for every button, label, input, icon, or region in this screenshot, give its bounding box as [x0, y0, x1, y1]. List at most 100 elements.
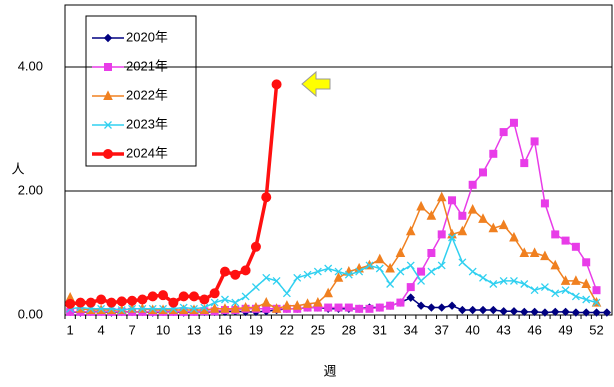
- marker: [520, 280, 529, 288]
- x-tick-label: 13: [187, 322, 201, 337]
- x-tick-label: 7: [128, 322, 135, 337]
- marker: [386, 280, 395, 288]
- y-tick-label: 4.00: [18, 58, 43, 73]
- x-tick-label: 37: [434, 322, 448, 337]
- marker: [489, 305, 498, 315]
- x-tick-label: 19: [249, 322, 263, 337]
- marker: [147, 291, 158, 302]
- x-tick-label: 31: [373, 322, 387, 337]
- marker: [313, 296, 323, 307]
- marker: [602, 308, 612, 317]
- marker: [571, 292, 580, 301]
- marker: [344, 303, 353, 312]
- legend-label: 2024年: [126, 145, 168, 160]
- marker: [190, 304, 198, 313]
- marker: [396, 298, 405, 307]
- marker: [540, 250, 550, 261]
- marker: [406, 261, 415, 270]
- series-line: [70, 121, 598, 313]
- marker: [375, 264, 384, 273]
- marker: [571, 242, 580, 251]
- marker: [468, 267, 477, 276]
- marker: [405, 225, 416, 236]
- legend-label: 2023年: [126, 116, 168, 131]
- marker: [85, 297, 96, 308]
- marker: [457, 225, 468, 236]
- y-tick-label: 2.00: [18, 182, 43, 197]
- marker: [520, 307, 529, 317]
- marker: [540, 308, 550, 317]
- marker: [334, 267, 343, 276]
- marker: [489, 149, 498, 158]
- x-tick-label: 16: [218, 322, 232, 337]
- marker: [417, 267, 426, 276]
- marker: [437, 303, 446, 312]
- marker: [219, 266, 230, 277]
- marker: [179, 303, 188, 312]
- marker: [127, 295, 138, 306]
- marker: [199, 294, 210, 305]
- marker: [230, 303, 241, 313]
- marker: [458, 305, 467, 315]
- marker: [498, 219, 509, 230]
- marker: [104, 63, 112, 71]
- marker: [103, 33, 113, 43]
- marker: [448, 196, 457, 205]
- marker: [416, 301, 426, 310]
- marker: [581, 308, 591, 317]
- marker: [478, 305, 488, 315]
- marker: [324, 303, 333, 312]
- marker: [520, 159, 529, 168]
- marker: [261, 296, 272, 307]
- marker: [96, 294, 107, 305]
- x-tick-label: 22: [280, 322, 294, 337]
- marker: [75, 297, 86, 308]
- marker: [282, 300, 292, 310]
- marker: [221, 295, 229, 304]
- marker: [468, 305, 477, 315]
- marker: [530, 307, 539, 317]
- y-tick-label: 0.00: [18, 306, 43, 321]
- marker: [406, 293, 415, 302]
- series-line: [70, 235, 597, 311]
- x-tick-label: 46: [527, 322, 541, 337]
- arrow-annotation: [301, 70, 331, 98]
- marker: [468, 180, 477, 189]
- x-tick-label: 1: [67, 322, 74, 337]
- x-tick-label: 49: [558, 322, 572, 337]
- marker: [561, 286, 570, 295]
- x-tick-label: 25: [311, 322, 325, 337]
- marker: [458, 258, 467, 267]
- marker: [220, 303, 230, 313]
- marker: [467, 203, 478, 214]
- legend-label: 2020年: [126, 29, 168, 44]
- marker: [148, 304, 157, 313]
- marker: [293, 273, 302, 282]
- marker: [128, 304, 137, 313]
- marker: [582, 258, 591, 267]
- x-tick-label: 43: [496, 322, 510, 337]
- marker: [385, 262, 395, 273]
- x-axis-label: 週: [323, 363, 336, 378]
- marker: [458, 211, 467, 220]
- marker: [375, 303, 384, 312]
- x-tick-label: 28: [342, 322, 356, 337]
- marker: [189, 291, 200, 302]
- marker: [561, 236, 570, 245]
- marker: [158, 290, 169, 301]
- marker: [489, 280, 498, 288]
- marker: [427, 267, 436, 276]
- marker: [540, 283, 549, 292]
- marker: [104, 121, 112, 129]
- marker: [448, 233, 456, 242]
- marker: [509, 307, 519, 316]
- marker: [561, 307, 570, 317]
- marker: [499, 276, 508, 285]
- marker: [302, 298, 313, 308]
- x-tick-label: 10: [156, 322, 170, 337]
- marker: [271, 79, 282, 90]
- marker: [592, 286, 601, 295]
- marker: [427, 303, 436, 312]
- x-tick-label: 52: [589, 322, 603, 337]
- marker: [334, 303, 343, 312]
